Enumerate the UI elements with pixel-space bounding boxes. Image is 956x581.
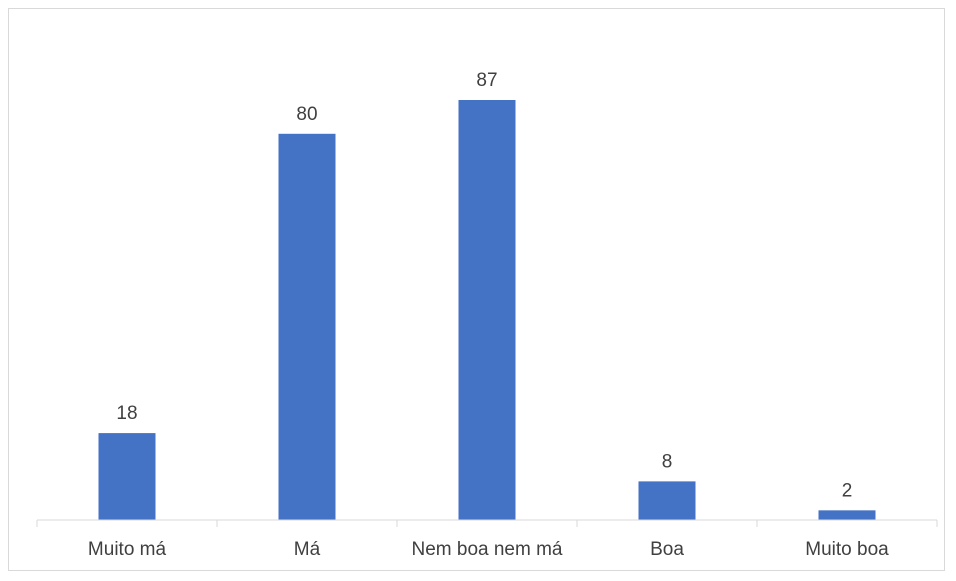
labels-layer: 18 Muito má 80 Má 87 Nem boa nem má 8 Boa 2 Muito… bbox=[88, 70, 889, 560]
x-tick-label-4: Muito boa bbox=[805, 539, 889, 560]
data-label-3: 8 bbox=[662, 451, 673, 472]
bar-2 bbox=[458, 100, 516, 520]
bar-3 bbox=[638, 481, 696, 520]
data-label-2: 87 bbox=[476, 70, 497, 91]
x-tick-label-1: Má bbox=[294, 539, 321, 560]
bar-1 bbox=[278, 133, 336, 521]
data-label-1: 80 bbox=[296, 104, 317, 125]
bar-0 bbox=[98, 433, 156, 520]
bars-layer bbox=[98, 100, 876, 521]
x-tick-label-2: Nem boa nem má bbox=[411, 539, 562, 560]
data-label-0: 18 bbox=[116, 403, 137, 424]
data-label-4: 2 bbox=[842, 480, 853, 501]
x-tick-label-0: Muito má bbox=[88, 539, 167, 560]
bar-4 bbox=[818, 510, 876, 520]
x-axis bbox=[36, 519, 938, 527]
x-tick-label-3: Boa bbox=[650, 539, 684, 560]
